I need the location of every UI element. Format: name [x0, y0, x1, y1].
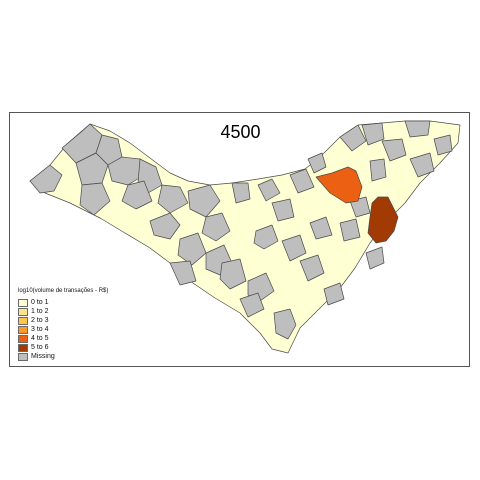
- legend-label: Missing: [31, 353, 55, 360]
- legend-item: Missing: [18, 352, 108, 361]
- legend-swatch: [18, 334, 28, 343]
- legend: log10(volume de transações - R$) 0 to 1 1…: [18, 288, 108, 361]
- legend-swatch: [18, 325, 28, 334]
- municipality: [315, 166, 363, 204]
- municipality-missing: [365, 246, 385, 270]
- legend-label: 5 to 6: [31, 344, 49, 351]
- municipality-missing: [307, 152, 327, 174]
- municipality-missing: [169, 260, 197, 286]
- municipality-missing: [381, 138, 407, 162]
- legend-label: 0 to 1: [31, 299, 49, 306]
- municipality-missing: [253, 224, 279, 250]
- municipality-missing: [299, 254, 325, 282]
- legend-label: 1 to 2: [31, 308, 49, 315]
- municipality-missing: [271, 198, 295, 222]
- legend-swatch: [18, 316, 28, 325]
- legend-swatch: [18, 352, 28, 361]
- municipality-missing: [239, 292, 265, 318]
- municipality-missing: [281, 234, 307, 262]
- municipality-missing: [157, 184, 189, 214]
- municipality-missing: [231, 182, 251, 204]
- municipality-missing: [29, 164, 63, 194]
- municipality-missing: [201, 212, 231, 242]
- legend-item: 4 to 5: [18, 334, 108, 343]
- legend-items: 0 to 1 1 to 2 2 to 3 3 to 4 4 to 5 5 to 6 Miss…: [18, 298, 108, 361]
- map-panel: 4500 log10(volume de transações - R$) 0 …: [9, 112, 470, 367]
- legend-label: 4 to 5: [31, 335, 49, 342]
- municipality-missing: [79, 182, 111, 216]
- legend-item: 0 to 1: [18, 298, 108, 307]
- municipality-missing: [149, 212, 181, 240]
- legend-item: 1 to 2: [18, 307, 108, 316]
- municipality-missing: [404, 120, 431, 138]
- legend-item: 3 to 4: [18, 325, 108, 334]
- map-title: 4500: [220, 122, 261, 142]
- municipality-missing: [75, 152, 109, 186]
- municipality-missing: [219, 258, 247, 290]
- municipality-missing: [349, 196, 371, 218]
- municipality-missing: [273, 308, 297, 340]
- municipality-missing: [339, 218, 361, 242]
- municipality-missing: [187, 184, 221, 218]
- municipality-missing: [121, 180, 153, 210]
- municipality-missing: [309, 216, 333, 240]
- legend-swatch: [18, 343, 28, 352]
- legend-item: 5 to 6: [18, 343, 108, 352]
- municipality-missing: [323, 282, 345, 306]
- choropleth-map: [29, 120, 461, 354]
- municipality-missing: [257, 178, 281, 202]
- municipality: [367, 196, 399, 244]
- legend-label: 3 to 4: [31, 326, 49, 333]
- municipality-missing: [409, 152, 435, 178]
- municipality-missing: [361, 122, 385, 146]
- legend-item: 2 to 3: [18, 316, 108, 325]
- municipality-missing: [339, 124, 367, 152]
- municipality-missing: [177, 232, 207, 266]
- legend-label: 2 to 3: [31, 317, 49, 324]
- legend-swatch: [18, 307, 28, 316]
- municipality-missing: [369, 158, 387, 182]
- legend-title: log10(volume de transações - R$): [18, 288, 109, 294]
- legend-swatch: [18, 298, 28, 307]
- municipality-missing: [289, 168, 315, 194]
- municipality-missing: [433, 134, 453, 156]
